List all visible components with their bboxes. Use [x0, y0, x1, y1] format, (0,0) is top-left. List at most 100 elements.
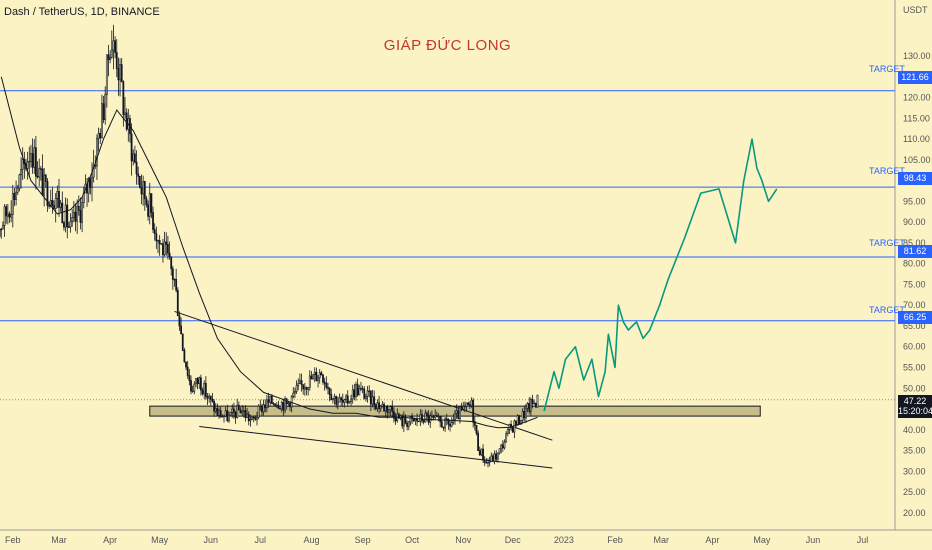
- candle: [109, 50, 112, 64]
- candle-body: [498, 448, 501, 454]
- candle: [513, 419, 516, 439]
- candle-body: [303, 387, 306, 390]
- candle: [323, 377, 326, 391]
- candle-body: [289, 402, 291, 408]
- candle: [421, 409, 423, 424]
- candle-body: [122, 81, 125, 115]
- candle: [130, 123, 133, 176]
- candle-body: [503, 441, 506, 449]
- time-axis-ticks: Feb Mar Apr May Jun Jul Aug Sep Oct Nov Dec 2023 Feb…: [5, 535, 868, 545]
- candle: [44, 173, 47, 188]
- price-tick-label: 50.00: [903, 383, 926, 393]
- candle: [322, 373, 324, 385]
- candle-body: [8, 213, 11, 218]
- candle: [503, 439, 506, 450]
- candle: [287, 401, 290, 407]
- candle: [155, 226, 158, 249]
- candle-body: [315, 371, 318, 382]
- candle: [439, 415, 442, 428]
- candle-body: [419, 414, 422, 422]
- candle-body: [351, 389, 354, 400]
- candle-body: [462, 406, 465, 410]
- candle-body: [444, 418, 447, 429]
- candle-body: [5, 206, 8, 217]
- candle-body: [440, 421, 443, 428]
- candle: [254, 415, 257, 421]
- candle-body: [81, 202, 84, 223]
- candle-body: [356, 384, 359, 396]
- candle: [54, 193, 57, 223]
- candle-body: [160, 243, 163, 245]
- candle: [534, 402, 537, 408]
- candle-body: [383, 404, 385, 412]
- candle-body: [270, 396, 273, 404]
- candle-body: [470, 399, 473, 406]
- candle-body: [229, 412, 232, 416]
- candle-body: [531, 399, 534, 404]
- candle-body: [364, 395, 367, 399]
- candle-body: [109, 56, 112, 61]
- candle-body: [31, 153, 34, 168]
- candle-body: [424, 412, 427, 423]
- candle: [69, 213, 72, 233]
- candle-body: [526, 403, 529, 409]
- candle-body: [397, 413, 400, 419]
- candle-body: [39, 168, 42, 170]
- target-levels-layer: [0, 90, 895, 401]
- time-tick-label: May: [151, 535, 169, 545]
- price-tick-label: 35.00: [903, 446, 926, 456]
- candle: [297, 378, 300, 391]
- candle-body: [105, 54, 108, 95]
- candle-body: [124, 112, 126, 115]
- time-tick-label: Jul: [857, 535, 869, 545]
- time-tick-label: Nov: [455, 535, 472, 545]
- candle-body: [325, 382, 328, 388]
- candle: [310, 371, 313, 380]
- candle: [406, 420, 409, 431]
- candle: [231, 404, 234, 418]
- price-tick-label: 120.00: [903, 93, 931, 103]
- candle: [162, 238, 164, 263]
- candle: [195, 378, 197, 388]
- moving-average-line: [0, 76, 538, 429]
- candle: [218, 407, 220, 419]
- candle: [290, 395, 293, 413]
- candle-body: [20, 169, 22, 176]
- candle-body: [360, 388, 362, 390]
- candle: [261, 403, 263, 417]
- candle-body: [378, 402, 381, 409]
- candle: [221, 414, 224, 418]
- candle: [208, 393, 211, 403]
- candle-body: [28, 160, 31, 163]
- candle-body: [355, 384, 357, 398]
- candle: [244, 405, 247, 422]
- candle-body: [239, 409, 242, 414]
- candle: [112, 24, 115, 70]
- candle: [275, 402, 278, 409]
- candle: [467, 401, 470, 406]
- candle: [137, 166, 140, 185]
- candle-body: [267, 399, 270, 403]
- candle: [178, 311, 181, 331]
- candle: [59, 199, 62, 212]
- candle-body: [384, 406, 387, 412]
- candle: [203, 380, 206, 399]
- candle: [74, 203, 77, 232]
- candle: [15, 180, 18, 206]
- candle-body: [432, 415, 435, 418]
- candle: [389, 405, 392, 417]
- candle: [190, 375, 192, 395]
- candle-body: [221, 416, 224, 418]
- candle: [384, 405, 387, 418]
- candle-body: [534, 403, 537, 408]
- candle-body: [391, 406, 394, 413]
- candle-body: [89, 178, 92, 188]
- candle: [407, 421, 410, 431]
- candle: [167, 235, 169, 260]
- candle-body: [496, 452, 499, 460]
- candle: [132, 149, 135, 166]
- candle-body: [305, 387, 308, 390]
- price-tick-label: 110.00: [903, 134, 930, 144]
- candle-body: [79, 210, 82, 223]
